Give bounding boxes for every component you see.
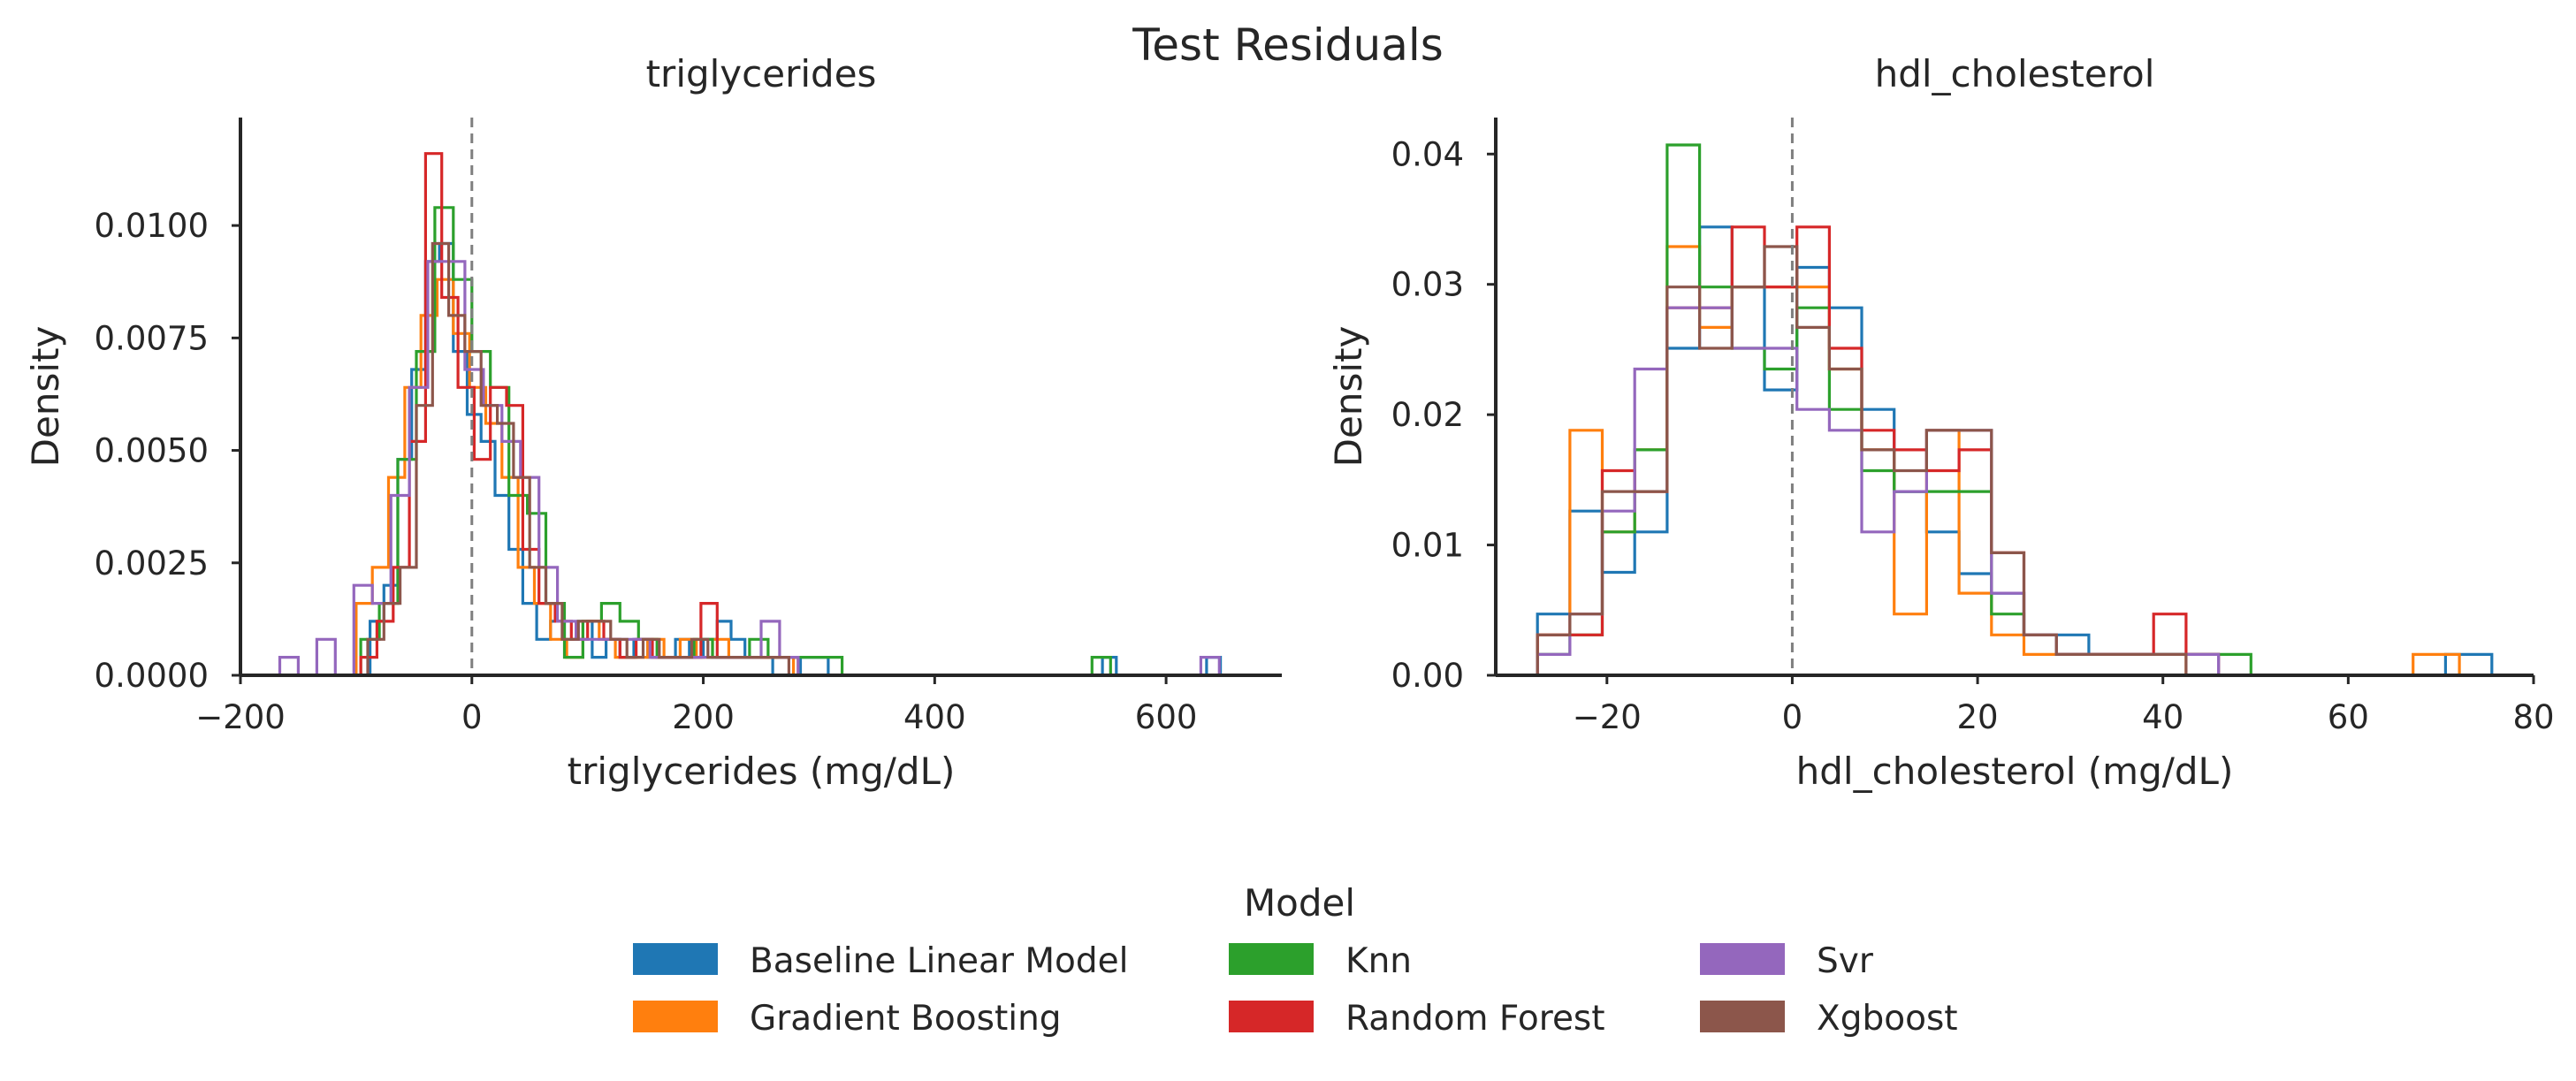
y-tick-label: 0.01 [1391, 527, 1464, 565]
hist-series-xgboost [366, 241, 790, 675]
legend-label: Gradient Boosting [750, 999, 1062, 1039]
subplot-hdl-cholesterol: hdl_cholesterol −20 0 20 40 60 80 0.00 0.01 0.02 0… [1327, 52, 2555, 793]
hist-series-baseline-linear-model [1536, 225, 2494, 677]
legend-entry-gradient-boosting: Gradient Boosting [633, 999, 1062, 1039]
hist-series-xgboost [1536, 245, 2188, 675]
y-tick-label: 0.0100 [95, 207, 209, 245]
legend-entry-svr: Svr [1700, 941, 1874, 981]
x-tick-label: 0 [461, 698, 483, 736]
y-tick-label: 0.03 [1391, 266, 1464, 304]
legend-swatch [1700, 1001, 1785, 1032]
legend-label: Knn [1345, 941, 1412, 981]
x-tick-label: 400 [903, 698, 966, 736]
y-tick-label: 0.02 [1391, 396, 1464, 434]
legend-label: Random Forest [1345, 999, 1605, 1039]
x-axis-label: hdl_cholesterol (mg/dL) [1796, 750, 2234, 793]
y-tick-label: 0.0000 [95, 657, 209, 695]
legend-label: Baseline Linear Model [750, 941, 1128, 981]
legend-title: Model [1244, 881, 1355, 925]
legend-entry-xgboost: Xgboost [1700, 999, 1958, 1039]
legend: Model Baseline Linear Model Gradient Boos… [633, 881, 1958, 1039]
subplot-triglycerides: triglycerides −200 0 200 400 600 0.0000 0.0025 0… [24, 52, 1282, 793]
y-tick-label: 0.04 [1391, 135, 1464, 173]
x-tick-label: −200 [195, 698, 286, 736]
x-tick-label: 40 [2142, 698, 2184, 736]
hist-series-knn [1536, 143, 2283, 677]
hist-series-svr [278, 260, 1238, 677]
y-tick-label: 0.0075 [95, 319, 209, 357]
y-tick-label: 0.0050 [95, 432, 209, 470]
legend-swatch [1229, 943, 1314, 975]
hist-series-random-forest [359, 152, 800, 675]
legend-entry-knn: Knn [1229, 941, 1412, 981]
legend-label: Xgboost [1817, 999, 1958, 1039]
figure-title: Test Residuals [1132, 19, 1444, 71]
y-axis-label: Density [24, 326, 67, 468]
y-axis-label: Density [1327, 326, 1370, 468]
y-tick-label: 0.0025 [95, 544, 209, 582]
legend-entry-random-forest: Random Forest [1229, 999, 1605, 1039]
plots-area: triglycerides−200 0 200 400 6000.00000.00250… [24, 52, 2555, 793]
x-tick-label: 80 [2512, 698, 2554, 736]
hist-series-knn [359, 206, 1130, 677]
subplot-title: hdl_cholesterol [1875, 52, 2155, 95]
legend-label: Svr [1817, 941, 1874, 981]
x-tick-label: 0 [1782, 698, 1803, 736]
x-tick-label: 60 [2328, 698, 2369, 736]
hist-series-gradient-boosting [1536, 245, 2461, 677]
subplot-title: triglycerides [646, 52, 877, 95]
x-tick-label: 200 [672, 698, 735, 736]
legend-entry-baseline-linear-model: Baseline Linear Model [633, 941, 1128, 981]
legend-swatch [1700, 943, 1785, 975]
y-tick-label: 0.00 [1391, 657, 1464, 695]
x-tick-label: −20 [1573, 698, 1642, 736]
x-tick-label: 20 [1957, 698, 1999, 736]
legend-swatch [1229, 1001, 1314, 1032]
hist-series-gradient-boosting [354, 278, 796, 675]
x-tick-label: 600 [1135, 698, 1198, 736]
x-axis-label: triglycerides (mg/dL) [568, 750, 956, 793]
legend-swatch [633, 1001, 718, 1032]
legend-swatch [633, 943, 718, 975]
